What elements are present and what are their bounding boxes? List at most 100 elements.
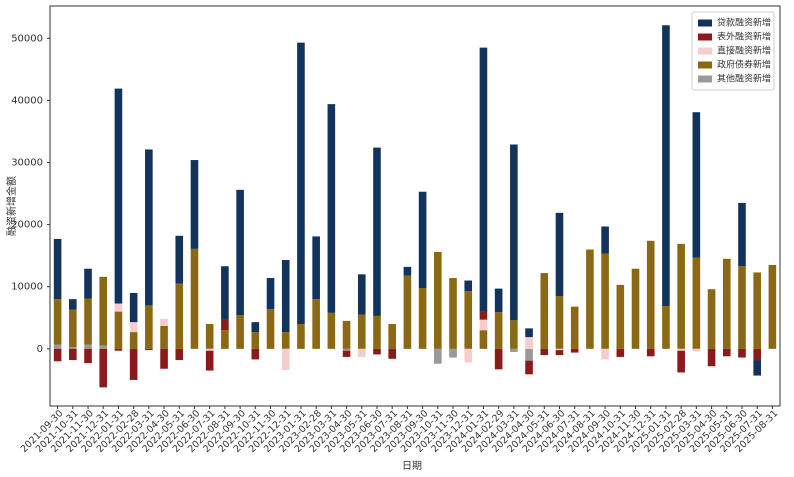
bar-segment	[479, 319, 488, 331]
bar-segment	[753, 272, 761, 349]
bar-segment	[555, 350, 564, 356]
bar-segment	[738, 348, 746, 358]
bar-segment	[175, 283, 184, 349]
bar-segment	[494, 312, 503, 349]
bar-segment	[357, 348, 366, 357]
bar-segment	[586, 249, 594, 349]
bar-segment	[175, 235, 184, 284]
bar-segment	[327, 104, 336, 313]
bar-segment	[129, 332, 138, 349]
bar-segment	[494, 348, 503, 370]
legend-label: 直接融资新增	[717, 45, 771, 57]
bar-segment	[129, 322, 138, 333]
legend-label: 表外融资新增	[717, 31, 771, 43]
bar-segment	[616, 348, 625, 357]
bar-segment	[677, 243, 685, 349]
y-tick-label: 50000	[11, 33, 43, 44]
bar-segment	[84, 298, 92, 345]
bar-segment	[616, 284, 625, 349]
bar-segment	[69, 348, 77, 361]
bar-segment	[145, 305, 153, 349]
bar-segment	[388, 324, 396, 349]
bar-segment	[221, 330, 229, 349]
legend-label: 政府债券新增	[717, 59, 771, 71]
bar-segment	[449, 278, 457, 349]
bar-segment	[114, 88, 123, 304]
bar-segment	[418, 287, 427, 349]
bar-segment	[205, 350, 214, 371]
bar-segment	[722, 348, 731, 357]
bar-segment	[129, 292, 138, 323]
bar-segment	[677, 350, 685, 373]
bar-segment	[236, 189, 244, 316]
bar-segment	[312, 299, 320, 349]
legend-swatch	[698, 47, 712, 55]
bar-segment	[479, 330, 488, 349]
bar-segment	[540, 348, 549, 356]
bar-segment	[555, 348, 564, 351]
bar-segment	[190, 248, 199, 349]
bar-segment	[297, 324, 305, 349]
bar-segment	[510, 320, 518, 349]
bar-segment	[692, 112, 701, 258]
plot-frame	[49, 5, 781, 407]
bar-segment	[84, 348, 92, 364]
bar-segment	[190, 160, 199, 249]
bar-segment	[357, 274, 366, 315]
bar-segment	[403, 275, 412, 349]
bar-segment	[479, 47, 488, 312]
bar-segment	[99, 345, 108, 349]
bar-segment	[646, 240, 655, 349]
bar-segment	[525, 348, 533, 361]
y-axis-label: 融资新增金额	[5, 176, 18, 236]
bar-segment	[114, 303, 123, 312]
bar-segment	[221, 319, 229, 331]
bar-segment	[464, 280, 473, 292]
bar-segment	[281, 348, 290, 370]
bar-segment	[99, 276, 108, 346]
bar-segment	[707, 348, 716, 367]
bar-segment	[175, 348, 184, 361]
legend-box	[691, 11, 775, 91]
bar-segment	[631, 268, 640, 349]
bar-segment	[205, 348, 214, 351]
bar-segment	[601, 348, 609, 360]
bar-segment	[251, 348, 260, 360]
legend-swatch	[698, 33, 712, 41]
bar-segment	[99, 348, 108, 388]
legend-swatch	[698, 61, 712, 69]
bar-segment	[555, 212, 564, 297]
bar-segment	[449, 348, 457, 358]
bar-segment	[388, 348, 396, 359]
bar-segment	[342, 350, 351, 357]
bar-segment	[145, 348, 153, 351]
bar-segment	[281, 332, 290, 349]
bar-segment	[753, 360, 761, 376]
bar-segment	[601, 226, 609, 254]
bar-segment	[160, 319, 168, 326]
bar-segment	[768, 265, 777, 349]
bar-segment	[357, 314, 366, 349]
bar-segment	[479, 311, 488, 320]
bar-segment	[753, 348, 761, 361]
x-axis-label: 日期	[402, 460, 422, 472]
bar-segment	[601, 253, 609, 349]
bar-segment	[434, 348, 442, 364]
bar-segment	[464, 348, 473, 363]
bar-segment	[342, 320, 351, 349]
bar-segment	[84, 344, 92, 349]
bar-segment	[494, 288, 503, 313]
bar-segment	[692, 348, 701, 352]
legend-swatch	[698, 19, 712, 27]
y-tick-label: 10000	[11, 282, 43, 293]
bar-segment	[738, 202, 746, 267]
bar-segment	[373, 315, 381, 349]
y-tick-label: 20000	[11, 220, 43, 231]
bar-segment	[53, 238, 62, 300]
bar-segment	[525, 337, 533, 349]
bar-segment	[160, 325, 168, 349]
bar-segment	[297, 42, 305, 325]
bar-segment	[570, 306, 579, 349]
